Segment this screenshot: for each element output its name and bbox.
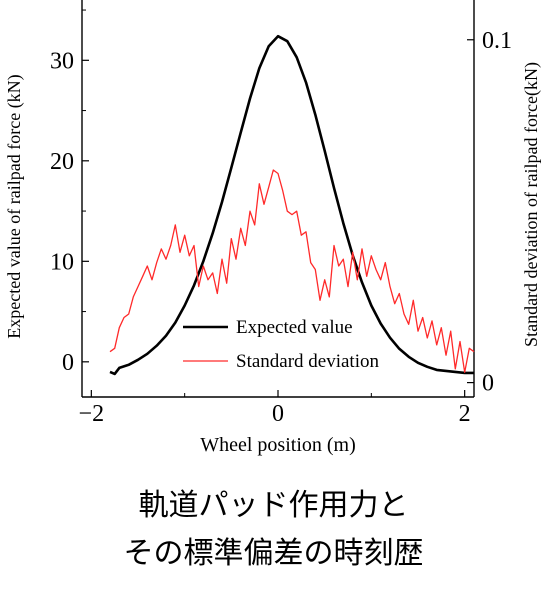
series-line-expected-value xyxy=(109,34,474,376)
y-left-tick-label: 20 xyxy=(50,149,74,175)
caption-line-2: その標準偏差の時刻歴 xyxy=(123,536,424,571)
legend-label: Standard deviation xyxy=(236,351,379,372)
axes xyxy=(81,0,475,398)
series-line-standard-deviation xyxy=(109,169,475,373)
series-layer xyxy=(109,34,475,376)
x-tick-label: 2 xyxy=(459,401,471,427)
y-left-tick-label: 10 xyxy=(50,249,74,275)
y-left-tick-label: 0 xyxy=(62,350,74,376)
y-left-axis-label: Expected value of railpad force (kN) xyxy=(4,74,25,338)
y-right-tick-label: 0.1 xyxy=(482,28,512,54)
caption-line-1: 軌道パッド作用力と xyxy=(138,488,409,523)
legend: Expected value Standard deviation xyxy=(183,317,379,372)
y-right-tick-label: 0 xyxy=(482,371,494,397)
legend-label: Expected value xyxy=(236,317,353,338)
x-tick-label: 0 xyxy=(272,401,284,427)
y-left-tick-label: 30 xyxy=(50,48,74,74)
y-right-axis-label: Standard deviation of railpad force(kN) xyxy=(521,62,542,347)
x-tick-label: −2 xyxy=(79,401,105,427)
x-axis-label: Wheel position (m) xyxy=(200,434,356,456)
